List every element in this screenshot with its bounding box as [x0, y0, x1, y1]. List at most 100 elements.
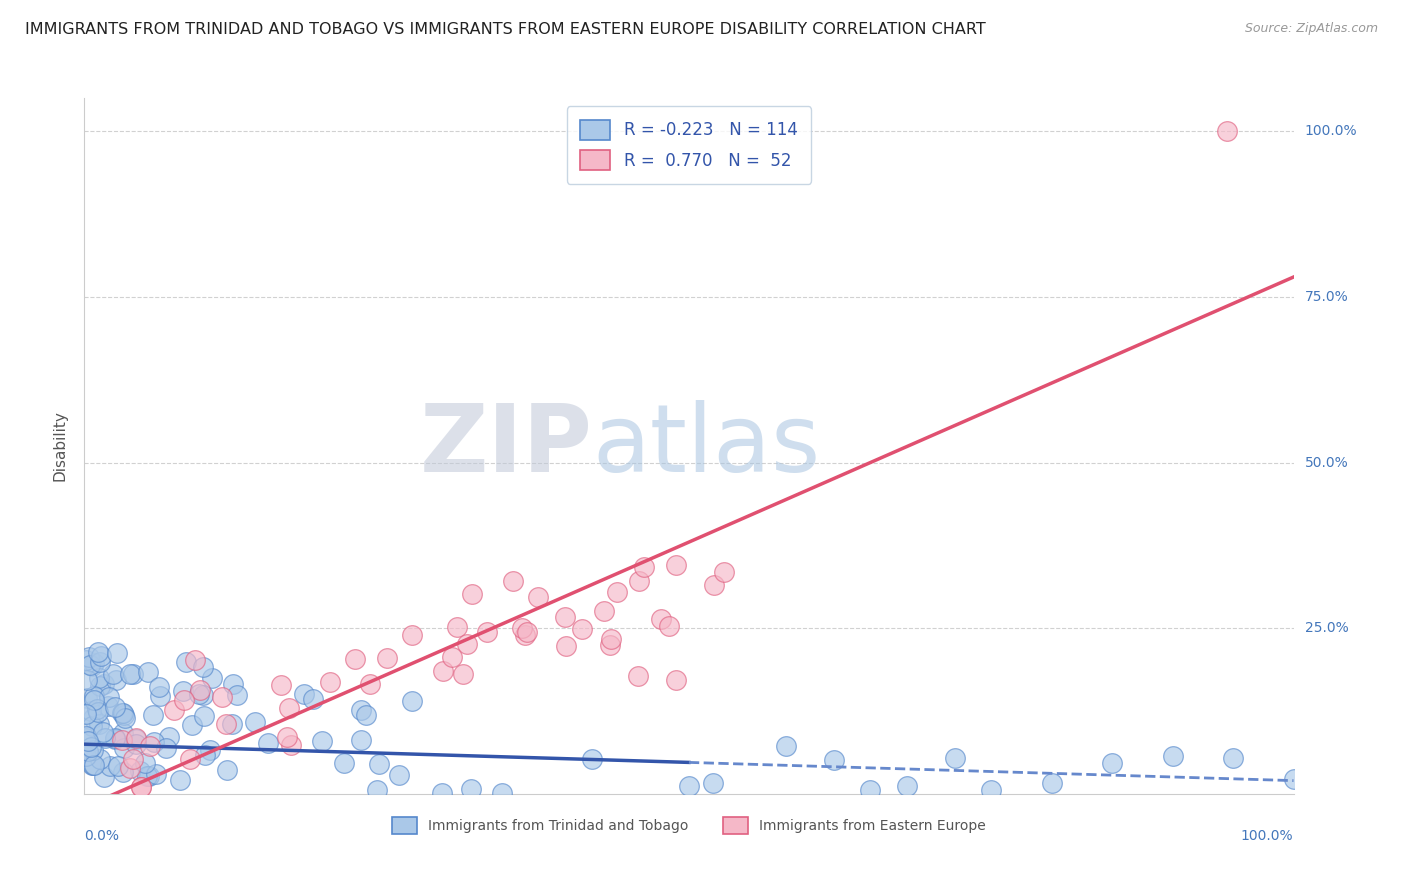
- Point: [221, 677, 243, 691]
- Point: [114, 711, 136, 725]
- Point: [80, 704, 103, 718]
- Point: [432, 664, 454, 678]
- Point: [1282, 772, 1305, 787]
- Point: [76, 673, 98, 688]
- Point: [658, 619, 681, 633]
- Point: [193, 709, 215, 723]
- Point: [245, 715, 267, 730]
- Point: [367, 757, 389, 772]
- Point: [93, 770, 115, 784]
- Point: [502, 574, 524, 588]
- Point: [97, 699, 120, 714]
- Point: [650, 612, 672, 626]
- Point: [129, 764, 152, 778]
- Point: [194, 748, 217, 763]
- Point: [270, 678, 292, 692]
- Legend: Immigrants from Trinidad and Tobago, Immigrants from Eastern Europe: Immigrants from Trinidad and Tobago, Imm…: [387, 811, 991, 839]
- Text: Source: ZipAtlas.com: Source: ZipAtlas.com: [1244, 22, 1378, 36]
- Point: [200, 743, 222, 757]
- Point: [401, 628, 423, 642]
- Point: [359, 677, 381, 691]
- Point: [350, 703, 373, 717]
- Point: [461, 587, 484, 601]
- Point: [703, 578, 725, 592]
- Point: [76, 691, 98, 706]
- Point: [138, 769, 160, 783]
- Point: [134, 756, 156, 771]
- Point: [124, 731, 146, 746]
- Point: [311, 733, 333, 747]
- Point: [775, 739, 797, 753]
- Point: [354, 707, 377, 722]
- Point: [302, 691, 325, 706]
- Point: [475, 625, 498, 640]
- Point: [179, 752, 201, 766]
- Point: [1222, 751, 1244, 765]
- Point: [143, 735, 166, 749]
- Point: [77, 744, 100, 758]
- Point: [554, 609, 576, 624]
- Text: 75.0%: 75.0%: [1305, 290, 1348, 304]
- Point: [142, 707, 165, 722]
- Point: [527, 591, 550, 605]
- Point: [451, 667, 474, 681]
- Point: [82, 743, 104, 757]
- Point: [1101, 756, 1123, 771]
- Point: [184, 653, 207, 667]
- Point: [120, 666, 142, 681]
- Point: [75, 706, 97, 721]
- Point: [103, 667, 125, 681]
- Point: [633, 560, 655, 574]
- Point: [665, 673, 688, 687]
- Point: [276, 730, 298, 744]
- Point: [90, 648, 112, 663]
- Point: [112, 765, 135, 780]
- Point: [592, 604, 614, 618]
- Text: atlas: atlas: [592, 400, 821, 492]
- Point: [172, 684, 194, 698]
- Point: [87, 645, 110, 659]
- Point: [201, 672, 224, 686]
- Point: [75, 748, 97, 763]
- Point: [91, 725, 114, 739]
- Point: [83, 757, 105, 772]
- Point: [221, 717, 243, 731]
- Point: [943, 750, 966, 764]
- Point: [713, 566, 735, 580]
- Point: [125, 732, 148, 747]
- Point: [366, 783, 388, 797]
- Point: [1040, 775, 1063, 789]
- Point: [491, 786, 513, 800]
- Point: [121, 752, 143, 766]
- Point: [1161, 749, 1184, 764]
- Point: [122, 666, 145, 681]
- Point: [107, 646, 129, 660]
- Point: [98, 759, 121, 773]
- Point: [89, 679, 111, 693]
- Text: ZIP: ZIP: [419, 400, 592, 492]
- Point: [174, 656, 197, 670]
- Point: [163, 703, 186, 717]
- Point: [600, 632, 623, 646]
- Point: [333, 756, 356, 771]
- Point: [107, 759, 129, 773]
- Point: [319, 674, 342, 689]
- Point: [89, 655, 111, 669]
- Point: [80, 659, 103, 673]
- Point: [665, 558, 688, 572]
- Point: [516, 624, 538, 639]
- Point: [87, 717, 110, 731]
- Point: [456, 637, 478, 651]
- Point: [111, 726, 134, 740]
- Point: [94, 731, 117, 745]
- Point: [896, 779, 918, 793]
- Text: IMMIGRANTS FROM TRINIDAD AND TOBAGO VS IMMIGRANTS FROM EASTERN EUROPE DISABILITY: IMMIGRANTS FROM TRINIDAD AND TOBAGO VS I…: [25, 22, 986, 37]
- Y-axis label: Disability: Disability: [52, 410, 67, 482]
- Point: [93, 677, 115, 691]
- Point: [211, 690, 233, 704]
- Point: [256, 736, 278, 750]
- Point: [129, 780, 152, 795]
- Point: [129, 780, 152, 795]
- Point: [702, 775, 724, 789]
- Point: [280, 738, 302, 752]
